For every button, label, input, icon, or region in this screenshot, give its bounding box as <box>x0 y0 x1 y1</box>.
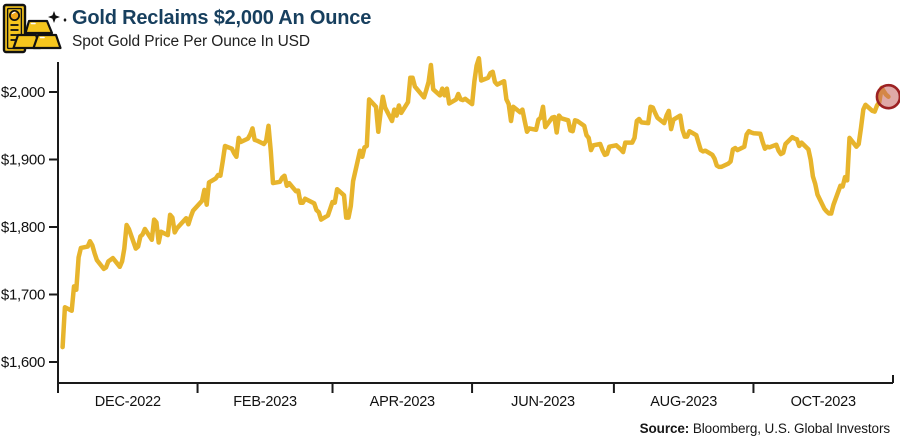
spot-gold-price-line <box>60 56 891 350</box>
y-axis-tick-label: $1,800 <box>1 219 45 236</box>
x-axis-tick-label: DEC-2022 <box>95 394 161 410</box>
gold-bars-icon <box>2 3 67 54</box>
x-axis-tick-label: APR-2023 <box>370 394 435 410</box>
source-note: Source: Bloomberg, U.S. Global Investors <box>640 421 890 436</box>
sparkle-icon <box>48 11 60 23</box>
y-axis-tick-label: $1,700 <box>1 287 45 304</box>
x-axis-tick-label: OCT-2023 <box>791 394 856 410</box>
source-label: Source: <box>639 421 690 436</box>
x-axis-tick-label: FEB-2023 <box>233 394 297 410</box>
y-axis-tick-label: $1,900 <box>1 152 45 169</box>
chart-subtitle: Spot Gold Price Per Ounce In USD <box>72 33 311 50</box>
chart-header: Gold Reclaims $2,000 An Ounce Spot Gold … <box>0 0 900 58</box>
y-axis-tick-label: $1,600 <box>1 354 45 371</box>
y-axis-tick-label: $2,000 <box>1 84 45 101</box>
x-axis-tick-label: JUN-2023 <box>511 394 575 410</box>
x-axis-tick-label: AUG-2023 <box>650 394 717 410</box>
latest-price-annotation-circle <box>875 83 900 110</box>
axes: $2,000 $1,900 $1,800 $1,700 $1,600 DEC-2022 FE… <box>1 62 894 410</box>
chart-title: Gold Reclaims $2,000 An Ounce <box>72 7 372 29</box>
source-text: Bloomberg, U.S. Global Investors <box>689 421 890 436</box>
